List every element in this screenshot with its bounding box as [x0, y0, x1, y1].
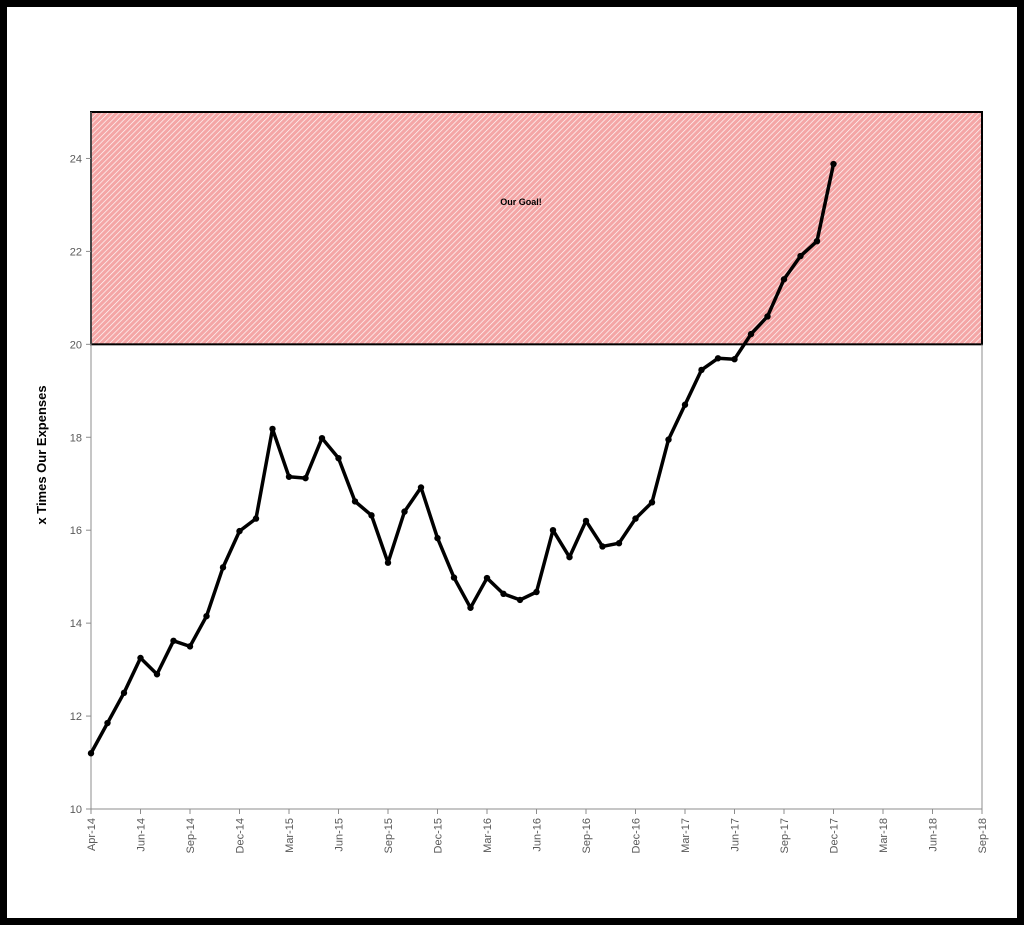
data-point [137, 654, 144, 662]
x-tick-label: Jun-14 [136, 818, 148, 852]
series-line [89, 163, 836, 755]
data-point [516, 596, 524, 604]
data-point [203, 612, 210, 620]
goal-band [90, 111, 983, 346]
data-point [731, 356, 738, 363]
data-point [830, 160, 837, 168]
goal-band-label: Our Goal! [500, 197, 542, 207]
y-tick-label: 12 [70, 711, 82, 723]
data-point [186, 643, 194, 650]
data-point [764, 313, 771, 320]
x-tick-label: Apr-14 [86, 818, 98, 851]
data-point [153, 671, 161, 678]
data-point [648, 499, 656, 506]
x-tick-label: Sep-17 [779, 818, 791, 853]
x-tick-label: Jun-15 [334, 818, 346, 852]
x-tick-label: Jun-16 [532, 818, 544, 852]
data-point [104, 719, 111, 727]
y-tick-label: 20 [70, 339, 82, 351]
data-point [500, 590, 507, 598]
data-point [401, 508, 408, 515]
y-tick-label: 24 [70, 153, 82, 165]
x-tick-label: Mar-17 [680, 818, 692, 853]
x-tick-label: Dec-15 [433, 818, 445, 853]
data-point [632, 515, 639, 522]
data-point [599, 543, 606, 550]
y-tick-label: 18 [70, 432, 82, 444]
data-point [533, 588, 540, 596]
data-point [368, 512, 375, 519]
data-point [582, 517, 590, 525]
y-tick-label: 22 [70, 246, 82, 258]
data-point [285, 473, 293, 480]
data-point [797, 252, 804, 260]
data-point [87, 750, 95, 757]
data-point [384, 559, 392, 566]
x-tick-label: Sep-15 [383, 818, 395, 853]
data-point [780, 276, 788, 283]
x-tick-label: Jun-17 [730, 818, 742, 852]
x-tick-label: Dec-16 [631, 818, 643, 853]
data-point [467, 604, 474, 611]
data-point [170, 637, 177, 644]
data-point [269, 425, 276, 433]
data-point [747, 330, 755, 338]
y-tick-label: 10 [70, 804, 82, 816]
data-point [434, 534, 441, 542]
x-tick-label: Sep-18 [977, 818, 989, 853]
data-point [615, 540, 623, 547]
x-tick-label: Sep-16 [581, 818, 593, 853]
data-point [417, 484, 425, 491]
data-point [120, 689, 128, 697]
data-point [236, 527, 243, 535]
data-point [219, 564, 227, 571]
data-point [351, 498, 359, 505]
data-point [483, 574, 491, 582]
data-point [813, 237, 821, 245]
x-tick-label: Mar-15 [284, 818, 296, 853]
data-point [450, 574, 458, 581]
data-point [335, 454, 342, 462]
x-tick-label: Jun-18 [928, 818, 940, 852]
y-tick-label: 16 [70, 525, 82, 537]
data-point [318, 434, 326, 442]
data-point [566, 553, 573, 561]
data-point [714, 355, 722, 362]
data-point [549, 527, 557, 534]
data-point [665, 436, 672, 443]
y-axis-label: x Times Our Expenses [34, 385, 49, 524]
data-point [681, 401, 689, 408]
y-tick-label: 14 [70, 618, 82, 630]
x-tick-label: Dec-14 [235, 818, 247, 853]
x-tick-label: Mar-16 [482, 818, 494, 853]
data-point [252, 515, 260, 522]
x-tick-label: Mar-18 [878, 818, 890, 853]
x-tick-label: Sep-14 [185, 818, 197, 853]
data-point [302, 474, 309, 482]
x-tick-label: Dec-17 [829, 818, 841, 853]
data-point [698, 366, 705, 374]
